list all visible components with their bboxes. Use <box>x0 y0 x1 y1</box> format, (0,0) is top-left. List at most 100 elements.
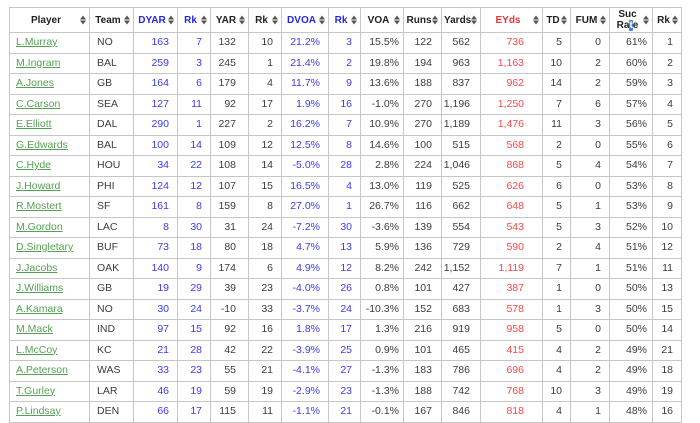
sort-header-td[interactable]: TD <box>542 7 571 33</box>
cell-dvoa_rk: 7 <box>328 114 361 136</box>
cell-player: M.Mack <box>9 319 90 341</box>
player-link[interactable]: J.Jacobs <box>16 261 58 274</box>
cell-dyar_rk: 23 <box>177 360 211 382</box>
cell-yar: 109 <box>210 134 249 156</box>
player-link[interactable]: T.Gurley <box>16 384 56 397</box>
cell-yar: 107 <box>210 175 249 197</box>
player-link[interactable]: E.Elliott <box>16 118 52 130</box>
cell-runs: 183 <box>403 360 442 382</box>
sort-header-yar_rk[interactable]: Rk <box>248 7 282 33</box>
cell-dyar: 161 <box>133 196 178 218</box>
cell-voa: 26.7% <box>360 196 404 218</box>
table-row: A.Kamara NO 30 24 -10 33 -3.7% 24 -10.3% 152 683 57… <box>9 298 682 320</box>
player-link[interactable]: C.Hyde <box>16 159 52 171</box>
sort-header-eyds[interactable]: EYds <box>480 7 543 33</box>
sort-header-fum[interactable]: FUM <box>570 7 610 33</box>
cell-yar: 55 <box>210 360 249 382</box>
cell-yards: 742 <box>441 380 481 402</box>
cell-yar_rk: 6 <box>248 257 282 279</box>
sort-header-dyar[interactable]: DYAR <box>133 7 178 33</box>
cell-fum: 4 <box>570 155 610 177</box>
cell-dyar_rk: 28 <box>177 339 211 361</box>
cell-eyds: 387 <box>480 278 543 300</box>
cell-yards: 837 <box>441 73 481 95</box>
player-link[interactable]: A.Kamara <box>16 302 63 315</box>
header-label: Rk <box>184 14 197 26</box>
cell-yar_rk: 33 <box>248 298 282 320</box>
cell-yards: 562 <box>441 32 481 54</box>
sort-header-runs[interactable]: Runs <box>403 7 442 33</box>
player-link[interactable]: M.Gordon <box>16 220 63 233</box>
sort-header-voa[interactable]: VOA <box>360 7 404 33</box>
cell-suc_rk: 11 <box>652 257 682 279</box>
cell-dyar_rk: 24 <box>177 298 211 320</box>
sort-header-suc_rk[interactable]: Rk <box>652 7 682 33</box>
cell-dyar_rk: 6 <box>177 73 211 95</box>
cell-suc_rk: 15 <box>652 298 682 320</box>
sort-header-team[interactable]: Team <box>89 7 134 33</box>
sort-header-player[interactable]: Player <box>9 7 90 33</box>
sort-header-dyar_rk[interactable]: Rk <box>177 7 211 33</box>
player-link[interactable]: L.Murray <box>16 36 58 48</box>
cell-voa: 0.8% <box>360 278 404 300</box>
cell-dvoa_rk: 23 <box>328 380 361 402</box>
cell-player: J.Howard <box>9 175 90 197</box>
cell-eyds: 696 <box>480 360 543 382</box>
cell-dvoa: -4.1% <box>281 360 329 382</box>
cell-suc_rate: 52% <box>609 216 653 238</box>
cell-yar: 39 <box>210 278 249 300</box>
cell-player: M.Gordon <box>9 216 90 238</box>
cell-fum: 4 <box>570 237 610 259</box>
cell-team: SEA <box>89 93 134 115</box>
cell-team: GB <box>89 73 134 95</box>
cell-yar_rk: 17 <box>248 93 282 115</box>
cell-eyds: 590 <box>480 237 543 259</box>
header-label: Runs <box>406 14 432 26</box>
cell-fum: 3 <box>570 298 610 320</box>
cell-yar_rk: 16 <box>248 319 282 341</box>
sort-header-suc_rate[interactable]: Suc Rate <box>609 7 653 33</box>
player-link[interactable]: M.Mack <box>16 323 53 335</box>
cell-eyds: 578 <box>480 298 543 320</box>
player-link[interactable]: J.Howard <box>16 179 61 192</box>
cell-team: SF <box>89 196 134 218</box>
header-label: Player <box>30 14 62 26</box>
player-link[interactable]: D.Singletary <box>16 241 74 253</box>
cell-fum: 3 <box>570 216 610 238</box>
sort-arrows-icon <box>124 15 130 25</box>
player-link[interactable]: M.Ingram <box>16 56 61 69</box>
cell-dyar_rk: 14 <box>177 134 211 156</box>
sort-header-yards[interactable]: Yards <box>441 7 481 33</box>
player-link[interactable]: G.Edwards <box>16 138 68 151</box>
cell-runs: 194 <box>403 52 442 74</box>
player-link[interactable]: R.Mostert <box>16 200 62 212</box>
cell-suc_rk: 16 <box>652 401 682 423</box>
cell-eyds: 543 <box>480 216 543 238</box>
sort-header-dvoa[interactable]: DVOA <box>281 7 329 33</box>
player-link[interactable]: J.Williams <box>16 282 64 294</box>
player-link[interactable]: A.Jones <box>16 77 54 89</box>
cell-yards: 683 <box>441 298 481 320</box>
cell-player: A.Jones <box>9 73 90 95</box>
cell-dvoa: 21.2% <box>281 32 329 54</box>
cell-voa: -1.3% <box>360 360 404 382</box>
cell-suc_rk: 10 <box>652 216 682 238</box>
sort-header-dvoa_rk[interactable]: Rk <box>328 7 361 33</box>
cell-td: 5 <box>542 155 571 177</box>
table-row: T.Gurley LAR 46 19 59 19 -2.9% 23 -1.3% 188 742 768… <box>9 380 682 402</box>
player-link[interactable]: C.Carson <box>16 97 61 110</box>
cell-dvoa: -3.9% <box>281 339 329 361</box>
cell-suc_rk: 7 <box>652 155 682 177</box>
cell-yar: 80 <box>210 237 249 259</box>
cell-suc_rk: 5 <box>652 114 682 136</box>
cell-yar_rk: 4 <box>248 73 282 95</box>
cell-team: DEN <box>89 401 134 423</box>
table-row: J.Williams GB 19 29 39 23 -4.0% 26 0.8% 101 427 387… <box>9 278 682 300</box>
player-link[interactable]: P.Lindsay <box>16 405 61 417</box>
player-link[interactable]: L.McCoy <box>16 343 58 356</box>
player-link[interactable]: A.Peterson <box>16 364 68 376</box>
sort-header-yar[interactable]: YAR <box>210 7 249 33</box>
cell-voa: -10.3% <box>360 298 404 320</box>
cell-suc_rk: 1 <box>652 32 682 54</box>
cell-suc_rate: 57% <box>609 93 653 115</box>
